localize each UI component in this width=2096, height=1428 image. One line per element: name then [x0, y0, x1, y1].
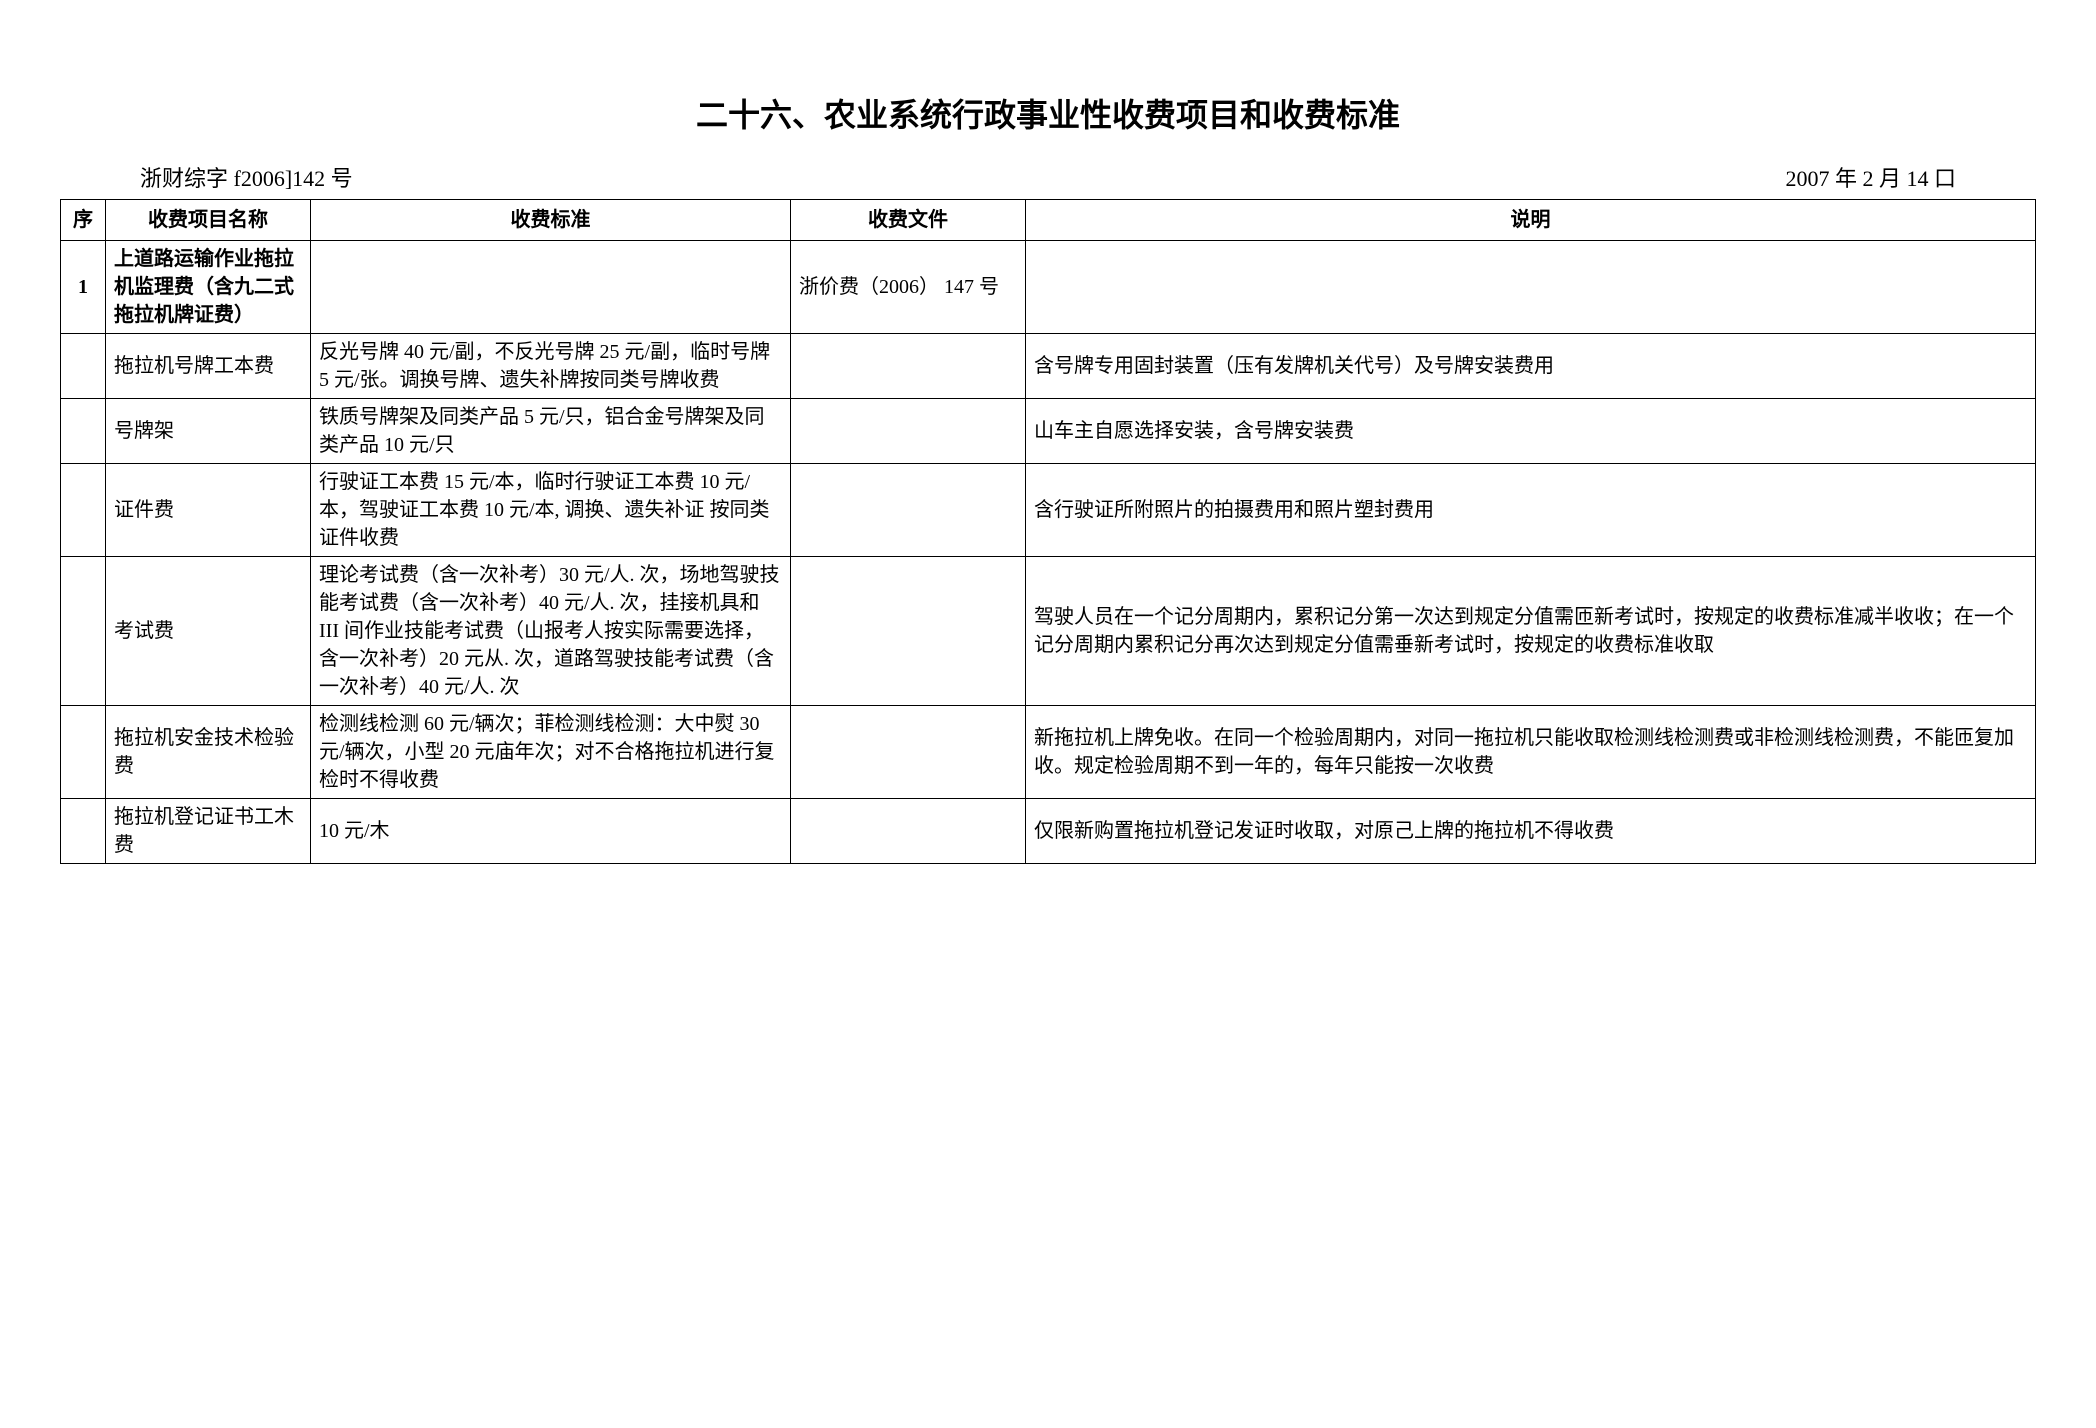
cell-explain: 驾驶人员在一个记分周期内，累积记分第一次达到规定分值需匝新考试时，按规定的收费标… [1026, 557, 2036, 706]
col-header-doc: 收费文件 [791, 200, 1026, 241]
table-header-row: 序 收费项目名称 收费标准 收费文件 说明 [61, 200, 2036, 241]
cell-name: 拖拉机安金技术检验费 [106, 706, 311, 799]
table-row: 号牌架 铁质号牌架及同类产品 5 元/只，铝合金号牌架及同类产品 10 元/只 … [61, 399, 2036, 464]
cell-doc [791, 464, 1026, 557]
cell-explain: 新拖拉机上牌免收。在同一个检验周期内，对同一拖拉机只能收取检测线检测费或非检测线… [1026, 706, 2036, 799]
cell-name: 证件费 [106, 464, 311, 557]
col-header-standard: 收费标准 [311, 200, 791, 241]
cell-doc [791, 334, 1026, 399]
cell-explain: 山车主自愿选择安装，含号牌安装费 [1026, 399, 2036, 464]
cell-standard: 反光号牌 40 元/副，不反光号牌 25 元/副，临时号牌 5 元/张。调换号牌… [311, 334, 791, 399]
cell-standard [311, 241, 791, 334]
page-title: 二十六、农业系统行政事业性收费项目和收费标准 [60, 90, 2036, 136]
cell-seq [61, 799, 106, 864]
cell-doc [791, 799, 1026, 864]
doc-number: 浙财综字 f2006]142 号 [140, 161, 353, 193]
table-row: 证件费 行驶证工本费 15 元/本，临时行驶证工本费 10 元/本，驾驶证工本费… [61, 464, 2036, 557]
table-row: 考试费 理论考试费（含一次补考）30 元/人. 次，场地驾驶技能考试费（含一次补… [61, 557, 2036, 706]
cell-doc [791, 557, 1026, 706]
cell-doc: 浙价费（2006） 147 号 [791, 241, 1026, 334]
cell-seq [61, 464, 106, 557]
col-header-name: 收费项目名称 [106, 200, 311, 241]
cell-explain [1026, 241, 2036, 334]
cell-name: 拖拉机登记证书工木费 [106, 799, 311, 864]
cell-explain: 含行驶证所附照片的拍摄费用和照片塑封费用 [1026, 464, 2036, 557]
cell-standard: 理论考试费（含一次补考）30 元/人. 次，场地驾驶技能考试费（含一次补考）40… [311, 557, 791, 706]
doc-date: 2007 年 2 月 14 口 [1785, 161, 1956, 193]
fee-table: 序 收费项目名称 收费标准 收费文件 说明 1 上道路运输作业拖拉机监理费（含九… [60, 199, 2036, 864]
cell-name: 上道路运输作业拖拉机监理费（含九二式拖拉机牌证费） [106, 241, 311, 334]
cell-name: 拖拉机号牌工本费 [106, 334, 311, 399]
cell-doc [791, 399, 1026, 464]
table-row: 拖拉机安金技术检验费 检测线检测 60 元/辆次；菲检测线检测：大中熨 30 元… [61, 706, 2036, 799]
cell-seq [61, 706, 106, 799]
table-row: 1 上道路运输作业拖拉机监理费（含九二式拖拉机牌证费） 浙价费（2006） 14… [61, 241, 2036, 334]
cell-seq [61, 334, 106, 399]
cell-name: 考试费 [106, 557, 311, 706]
cell-explain: 仅限新购置拖拉机登记发证时收取，对原己上牌的拖拉机不得收费 [1026, 799, 2036, 864]
cell-seq: 1 [61, 241, 106, 334]
table-row: 拖拉机登记证书工木费 10 元/木 仅限新购置拖拉机登记发证时收取，对原己上牌的… [61, 799, 2036, 864]
cell-standard: 检测线检测 60 元/辆次；菲检测线检测：大中熨 30 元/辆次，小型 20 元… [311, 706, 791, 799]
table-row: 拖拉机号牌工本费 反光号牌 40 元/副，不反光号牌 25 元/副，临时号牌 5… [61, 334, 2036, 399]
subheader: 浙财综字 f2006]142 号 2007 年 2 月 14 口 [60, 161, 2036, 199]
cell-standard: 行驶证工本费 15 元/本，临时行驶证工本费 10 元/本，驾驶证工本费 10 … [311, 464, 791, 557]
cell-standard: 铁质号牌架及同类产品 5 元/只，铝合金号牌架及同类产品 10 元/只 [311, 399, 791, 464]
cell-seq [61, 399, 106, 464]
cell-standard: 10 元/木 [311, 799, 791, 864]
cell-name: 号牌架 [106, 399, 311, 464]
col-header-seq: 序 [61, 200, 106, 241]
cell-seq [61, 557, 106, 706]
cell-doc [791, 706, 1026, 799]
col-header-explain: 说明 [1026, 200, 2036, 241]
cell-explain: 含号牌专用固封装置（压有发牌机关代号）及号牌安装费用 [1026, 334, 2036, 399]
